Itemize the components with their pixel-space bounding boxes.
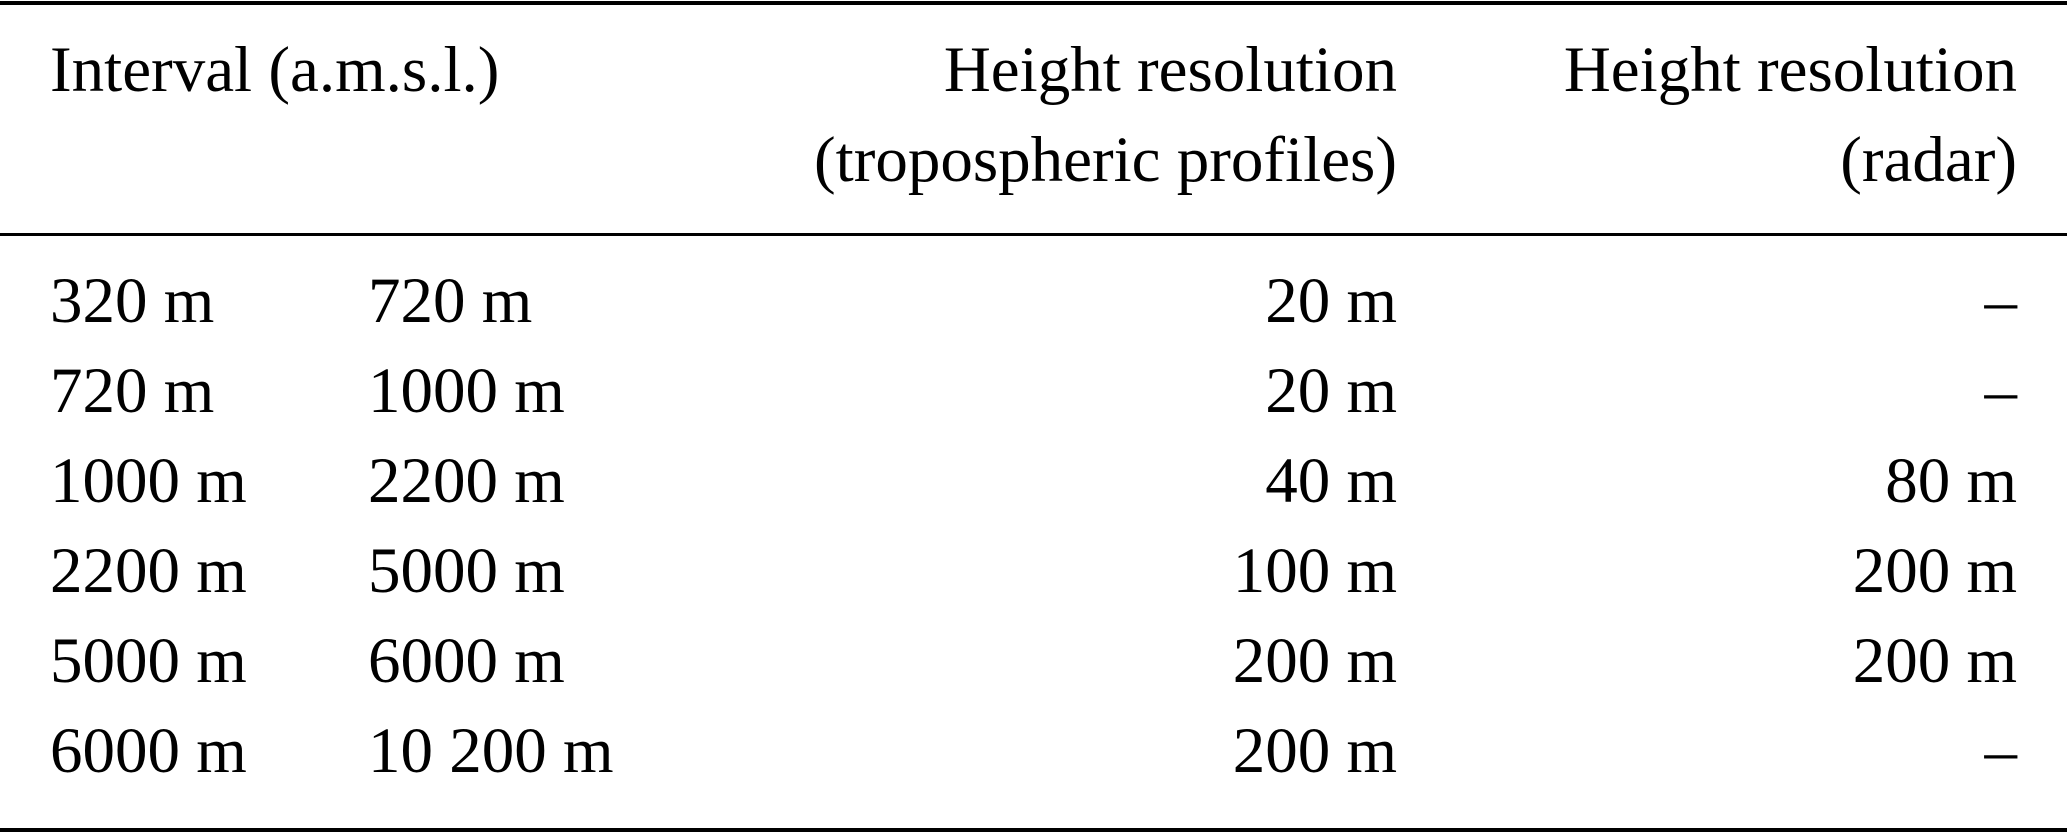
interval-from-cell: 720 m (50, 355, 215, 427)
header-tropo-line2: (tropospheric profiles) (813, 124, 1397, 196)
radar-resolution-cell: – (1984, 715, 2018, 787)
interval-to-cell: 10 200 m (368, 715, 614, 787)
interval-to-cell: 2200 m (368, 445, 565, 517)
header-tropo-line1: Height resolution (943, 34, 1397, 106)
interval-from-cell: 6000 m (50, 715, 247, 787)
header-radar-line2: (radar) (1840, 124, 2017, 196)
interval-from-cell: 320 m (50, 265, 215, 337)
header-radar-line1: Height resolution (1563, 34, 2017, 106)
tropo-resolution-cell: 200 m (1232, 625, 1397, 697)
tropo-resolution-cell: 40 m (1265, 445, 1397, 517)
tropo-resolution-cell: 20 m (1265, 265, 1397, 337)
interval-from-cell: 2200 m (50, 535, 247, 607)
interval-from-cell: 5000 m (50, 625, 247, 697)
radar-resolution-cell: 200 m (1852, 535, 2017, 607)
radar-resolution-cell: – (1984, 355, 2018, 427)
tropo-resolution-cell: 200 m (1232, 715, 1397, 787)
tropo-resolution-cell: 100 m (1232, 535, 1397, 607)
interval-to-cell: 720 m (368, 265, 533, 337)
header-interval: Interval (a.m.s.l.) (50, 34, 500, 106)
interval-to-cell: 1000 m (368, 355, 565, 427)
tropo-resolution-cell: 20 m (1265, 355, 1397, 427)
radar-resolution-cell: 80 m (1885, 445, 2017, 517)
interval-to-cell: 6000 m (368, 625, 565, 697)
interval-from-cell: 1000 m (50, 445, 247, 517)
radar-resolution-cell: – (1984, 265, 2018, 337)
header-rule (0, 233, 2067, 236)
interval-to-cell: 5000 m (368, 535, 565, 607)
top-rule (0, 1, 2067, 5)
radar-resolution-cell: 200 m (1852, 625, 2017, 697)
bottom-rule (0, 828, 2067, 832)
